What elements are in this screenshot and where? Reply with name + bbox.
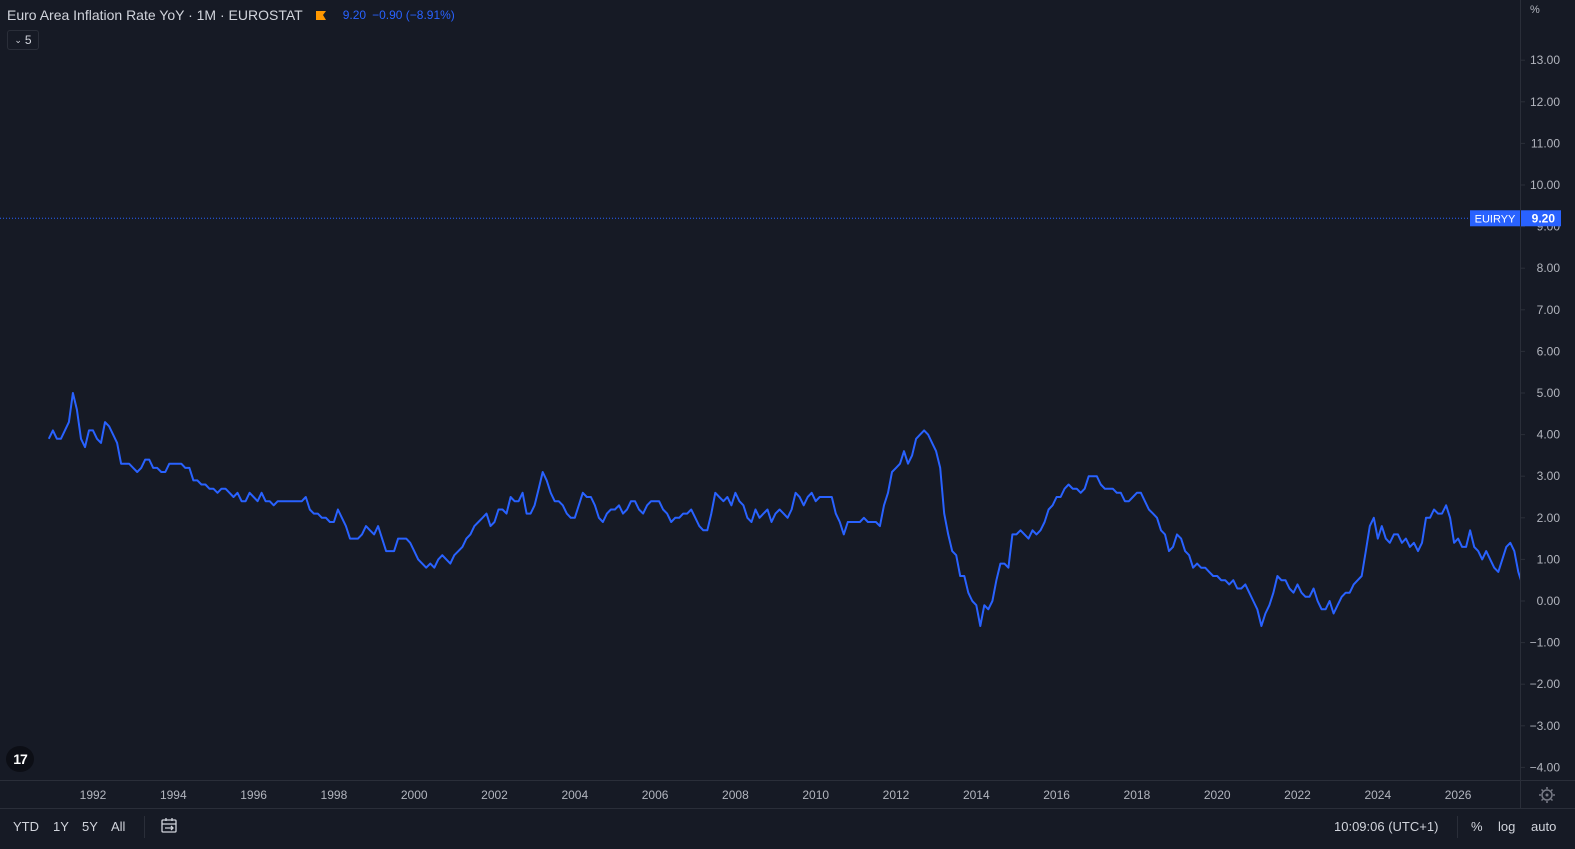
auto-scale-toggle[interactable]: auto	[1531, 819, 1557, 834]
x-tick-label: 1992	[80, 788, 107, 802]
y-tick-label: 2.00	[1537, 511, 1561, 525]
chart-svg: EUIRYY	[0, 160, 1575, 627]
x-tick-label: 2002	[481, 788, 508, 802]
x-tick-label: 2006	[642, 788, 669, 802]
percent-scale-toggle[interactable]: %	[1471, 819, 1483, 834]
x-tick-label: 2026	[1445, 788, 1472, 802]
price-axis[interactable]: 13.00 12.00 11.00 10.00 9.00 8.00 7.00 6.00 5.00…	[1520, 0, 1575, 780]
y-tick-label: 11.00	[1531, 136, 1560, 150]
x-tick-label: 2018	[1124, 788, 1151, 802]
y-tick-label: 0.00	[1537, 594, 1561, 608]
range-5y-button[interactable]: 5Y	[82, 819, 98, 834]
x-tick-label: 2016	[1043, 788, 1070, 802]
x-tick-label: 2008	[722, 788, 749, 802]
symbol-tag: EUIRYY	[1470, 210, 1520, 227]
clock-display[interactable]: 10:09:06 (UTC+1)	[1334, 819, 1439, 834]
x-tick-label: 1996	[240, 788, 267, 802]
gear-icon[interactable]	[1521, 781, 1575, 809]
value-tag: 9.20	[1521, 210, 1561, 227]
value-tag-label: 9.20	[1532, 211, 1556, 225]
x-tick-label: 2020	[1204, 788, 1231, 802]
log-scale-toggle[interactable]: log	[1498, 819, 1516, 834]
collapse-indicators-button[interactable]: ⌄ 5	[7, 30, 39, 50]
y-tick-label: 4.00	[1537, 428, 1561, 442]
y-tick-label: 7.00	[1537, 303, 1561, 317]
chevron-down-icon: ⌄	[14, 34, 22, 45]
y-tick-label: 13.00	[1530, 53, 1560, 67]
toolbar-divider	[1457, 816, 1458, 838]
y-tick-label: 6.00	[1537, 344, 1561, 358]
time-axis-svg: 1992 1994 1996 1998 2000 2002 2004 2006 2008 2010…	[80, 788, 1472, 802]
y-tick-label: 12.00	[1530, 95, 1560, 109]
date-range-icon[interactable]	[160, 817, 178, 838]
chart-legend: Euro Area Inflation Rate YoY · 1M · EURO…	[7, 7, 455, 23]
x-tick-label: 2014	[963, 788, 990, 802]
chart-plot-area[interactable]: EUIRYY	[0, 0, 1575, 780]
x-tick-label: 2012	[883, 788, 910, 802]
symbol-tag-label: EUIRYY	[1475, 213, 1516, 225]
x-tick-label: 2010	[802, 788, 829, 802]
chart-title: Euro Area Inflation Rate YoY · 1M · EURO…	[7, 7, 303, 23]
y-tick-label: 1.00	[1537, 552, 1561, 566]
price-axis-svg: 13.0012.0011.0010.009.008.007.006.005.00…	[1521, 53, 1561, 774]
y-tick-label: −3.00	[1530, 719, 1561, 733]
last-value: 9.20	[342, 8, 367, 22]
time-axis[interactable]: 1992 1994 1996 1998 2000 2002 2004 2006 2008 2010…	[0, 780, 1520, 809]
y-tick-label: 10.00	[1530, 178, 1560, 192]
logo-text: 17	[13, 751, 28, 767]
y-tick-label: −1.00	[1530, 636, 1561, 650]
y-tick-label: 3.00	[1537, 469, 1561, 483]
x-tick-label: 2024	[1364, 788, 1391, 802]
y-tick-label: 5.00	[1537, 386, 1561, 400]
value-change: −0.90 (−8.91%)	[372, 8, 455, 22]
y-tick-label: −2.00	[1530, 677, 1561, 691]
axis-unit-label: %	[1530, 4, 1540, 16]
x-tick-label: 2022	[1284, 788, 1311, 802]
x-tick-label: 2004	[561, 788, 588, 802]
flag-icon[interactable]	[315, 9, 327, 21]
axis-settings-corner[interactable]	[1520, 780, 1575, 809]
x-tick-label: 2000	[401, 788, 428, 802]
toolbar-divider	[144, 816, 145, 838]
y-tick-label: 8.00	[1537, 261, 1561, 275]
indicator-count: 5	[24, 33, 32, 47]
range-all-button[interactable]: All	[111, 819, 126, 834]
bottom-toolbar	[0, 808, 1575, 849]
x-tick-label: 1998	[321, 788, 348, 802]
range-ytd-button[interactable]: YTD	[13, 819, 39, 834]
series-line-euiryy[interactable]	[47, 160, 1575, 627]
range-1y-button[interactable]: 1Y	[53, 819, 69, 834]
tradingview-logo[interactable]: 17	[6, 746, 34, 772]
x-tick-label: 1994	[160, 788, 187, 802]
y-tick-label: −4.00	[1530, 760, 1561, 774]
